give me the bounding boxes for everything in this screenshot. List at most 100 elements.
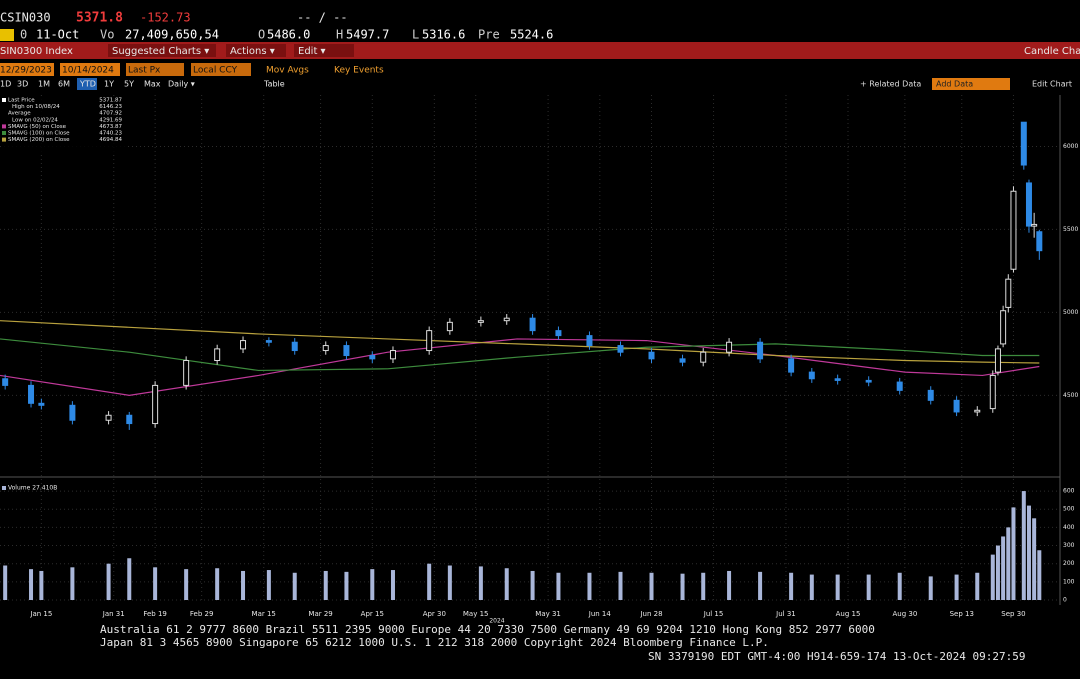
candle-body: [291, 341, 298, 352]
quote-field: L: [412, 28, 419, 42]
period[interactable]: Max: [144, 80, 161, 89]
tool[interactable]: Add Data: [936, 80, 973, 89]
setting[interactable]: Key Events: [334, 66, 384, 76]
volume-bar: [1037, 550, 1042, 600]
volume-bar: [701, 572, 706, 600]
legend-swatch: [2, 124, 6, 129]
setting[interactable]: Local CCY: [193, 66, 238, 76]
candle-body: [126, 414, 133, 425]
candle-body: [214, 348, 221, 362]
legend-label: Low on 02/02/24: [12, 117, 58, 123]
y-tick-label: 300: [1063, 542, 1075, 549]
volume-bar: [241, 570, 246, 600]
volume-bar: [1001, 536, 1006, 600]
candle-body: [69, 404, 76, 421]
icon: [0, 29, 14, 41]
candle-body: [183, 360, 190, 386]
setting[interactable]: 12/29/2023: [0, 66, 52, 76]
bid-ask: -- / --: [297, 11, 348, 25]
moving-average: [0, 338, 1040, 396]
volume-bar: [1011, 507, 1016, 600]
menu-item[interactable]: Candle Chart: [1024, 46, 1080, 57]
period[interactable]: 1D: [0, 80, 11, 89]
candle-body: [1000, 310, 1007, 345]
candle-body: [503, 317, 510, 322]
volume-bar: [649, 572, 654, 600]
volume-bar: [680, 573, 685, 600]
volume-bar: [789, 572, 794, 600]
volume-bar: [618, 571, 623, 600]
x-tick-label: Apr 30: [423, 610, 446, 618]
candle-body: [555, 330, 562, 337]
candle-body: [152, 384, 159, 425]
volume-bar: [954, 574, 959, 600]
volume-bar: [995, 545, 1000, 600]
input-box: [932, 78, 1010, 90]
x-tick-label: Mar 15: [252, 610, 276, 618]
quote-field: 0: [20, 28, 27, 42]
legend-swatch: [2, 131, 6, 135]
change: -152.73: [140, 11, 191, 25]
menu-item[interactable]: Edit ▾: [298, 46, 326, 57]
volume-bar: [504, 568, 509, 600]
period[interactable]: Table: [263, 80, 285, 89]
volume-bar: [427, 563, 432, 600]
x-tick-label: Aug 30: [892, 610, 917, 618]
candle-body: [617, 345, 624, 353]
volume-bar: [266, 570, 271, 600]
quote-field: 5316.6: [422, 28, 465, 42]
volume-bar: [897, 572, 902, 600]
volume-bar: [106, 563, 111, 600]
period[interactable]: Daily ▾: [168, 80, 195, 89]
candle-body: [1036, 231, 1043, 252]
setting[interactable]: Mov Avgs: [266, 66, 309, 76]
volume-bar: [975, 572, 980, 600]
x-tick-label: Jul 31: [775, 610, 796, 618]
quote-field: 11-Oct: [36, 28, 79, 42]
candle-body: [834, 378, 841, 381]
tool[interactable]: Edit Chart: [1032, 80, 1072, 89]
legend-swatch: [2, 486, 6, 490]
x-tick-label: Sep 30: [1001, 610, 1025, 618]
period[interactable]: 1M: [38, 80, 50, 89]
volume-bar: [727, 570, 732, 600]
legend-box: [1, 96, 125, 154]
candle-body: [953, 399, 960, 413]
period[interactable]: 6M: [58, 80, 70, 89]
period[interactable]: 5Y: [124, 80, 134, 89]
tool[interactable]: + Related Data: [860, 80, 921, 89]
legend-label: Average: [8, 111, 31, 117]
volume-bar: [184, 569, 189, 600]
menu-item[interactable]: Actions ▾: [230, 46, 275, 57]
legend-label: SMAVG (100) on Close: [8, 131, 70, 137]
candle-body: [426, 330, 433, 352]
y-tick-label: 100: [1063, 578, 1075, 585]
setting[interactable]: Last Px: [128, 66, 161, 76]
quote-field: Pre: [478, 28, 500, 42]
quote-field: O: [258, 28, 265, 42]
quote-field: 5524.6: [510, 28, 553, 42]
menu-item[interactable]: Suggested Charts ▾: [112, 46, 209, 57]
input-box: [126, 63, 184, 76]
volume-bar: [866, 574, 871, 600]
input-box: [191, 63, 251, 76]
y-tick-label: 6000: [1063, 143, 1078, 150]
volume-bar: [835, 574, 840, 600]
period[interactable]: YTD: [79, 80, 96, 89]
period[interactable]: 3D: [17, 80, 28, 89]
candle-body: [265, 340, 272, 343]
candle-body: [808, 371, 815, 380]
x-tick-label: Jul 15: [703, 610, 724, 618]
y-tick-label: 400: [1063, 524, 1075, 531]
volume-bar: [29, 569, 34, 600]
candle-body: [726, 341, 733, 353]
candle-body: [1031, 223, 1038, 227]
input-box: [60, 63, 120, 76]
setting[interactable]: 10/14/2024: [62, 66, 114, 76]
candle-body: [369, 355, 376, 360]
candle-body: [529, 317, 536, 332]
period[interactable]: 1Y: [104, 80, 114, 89]
